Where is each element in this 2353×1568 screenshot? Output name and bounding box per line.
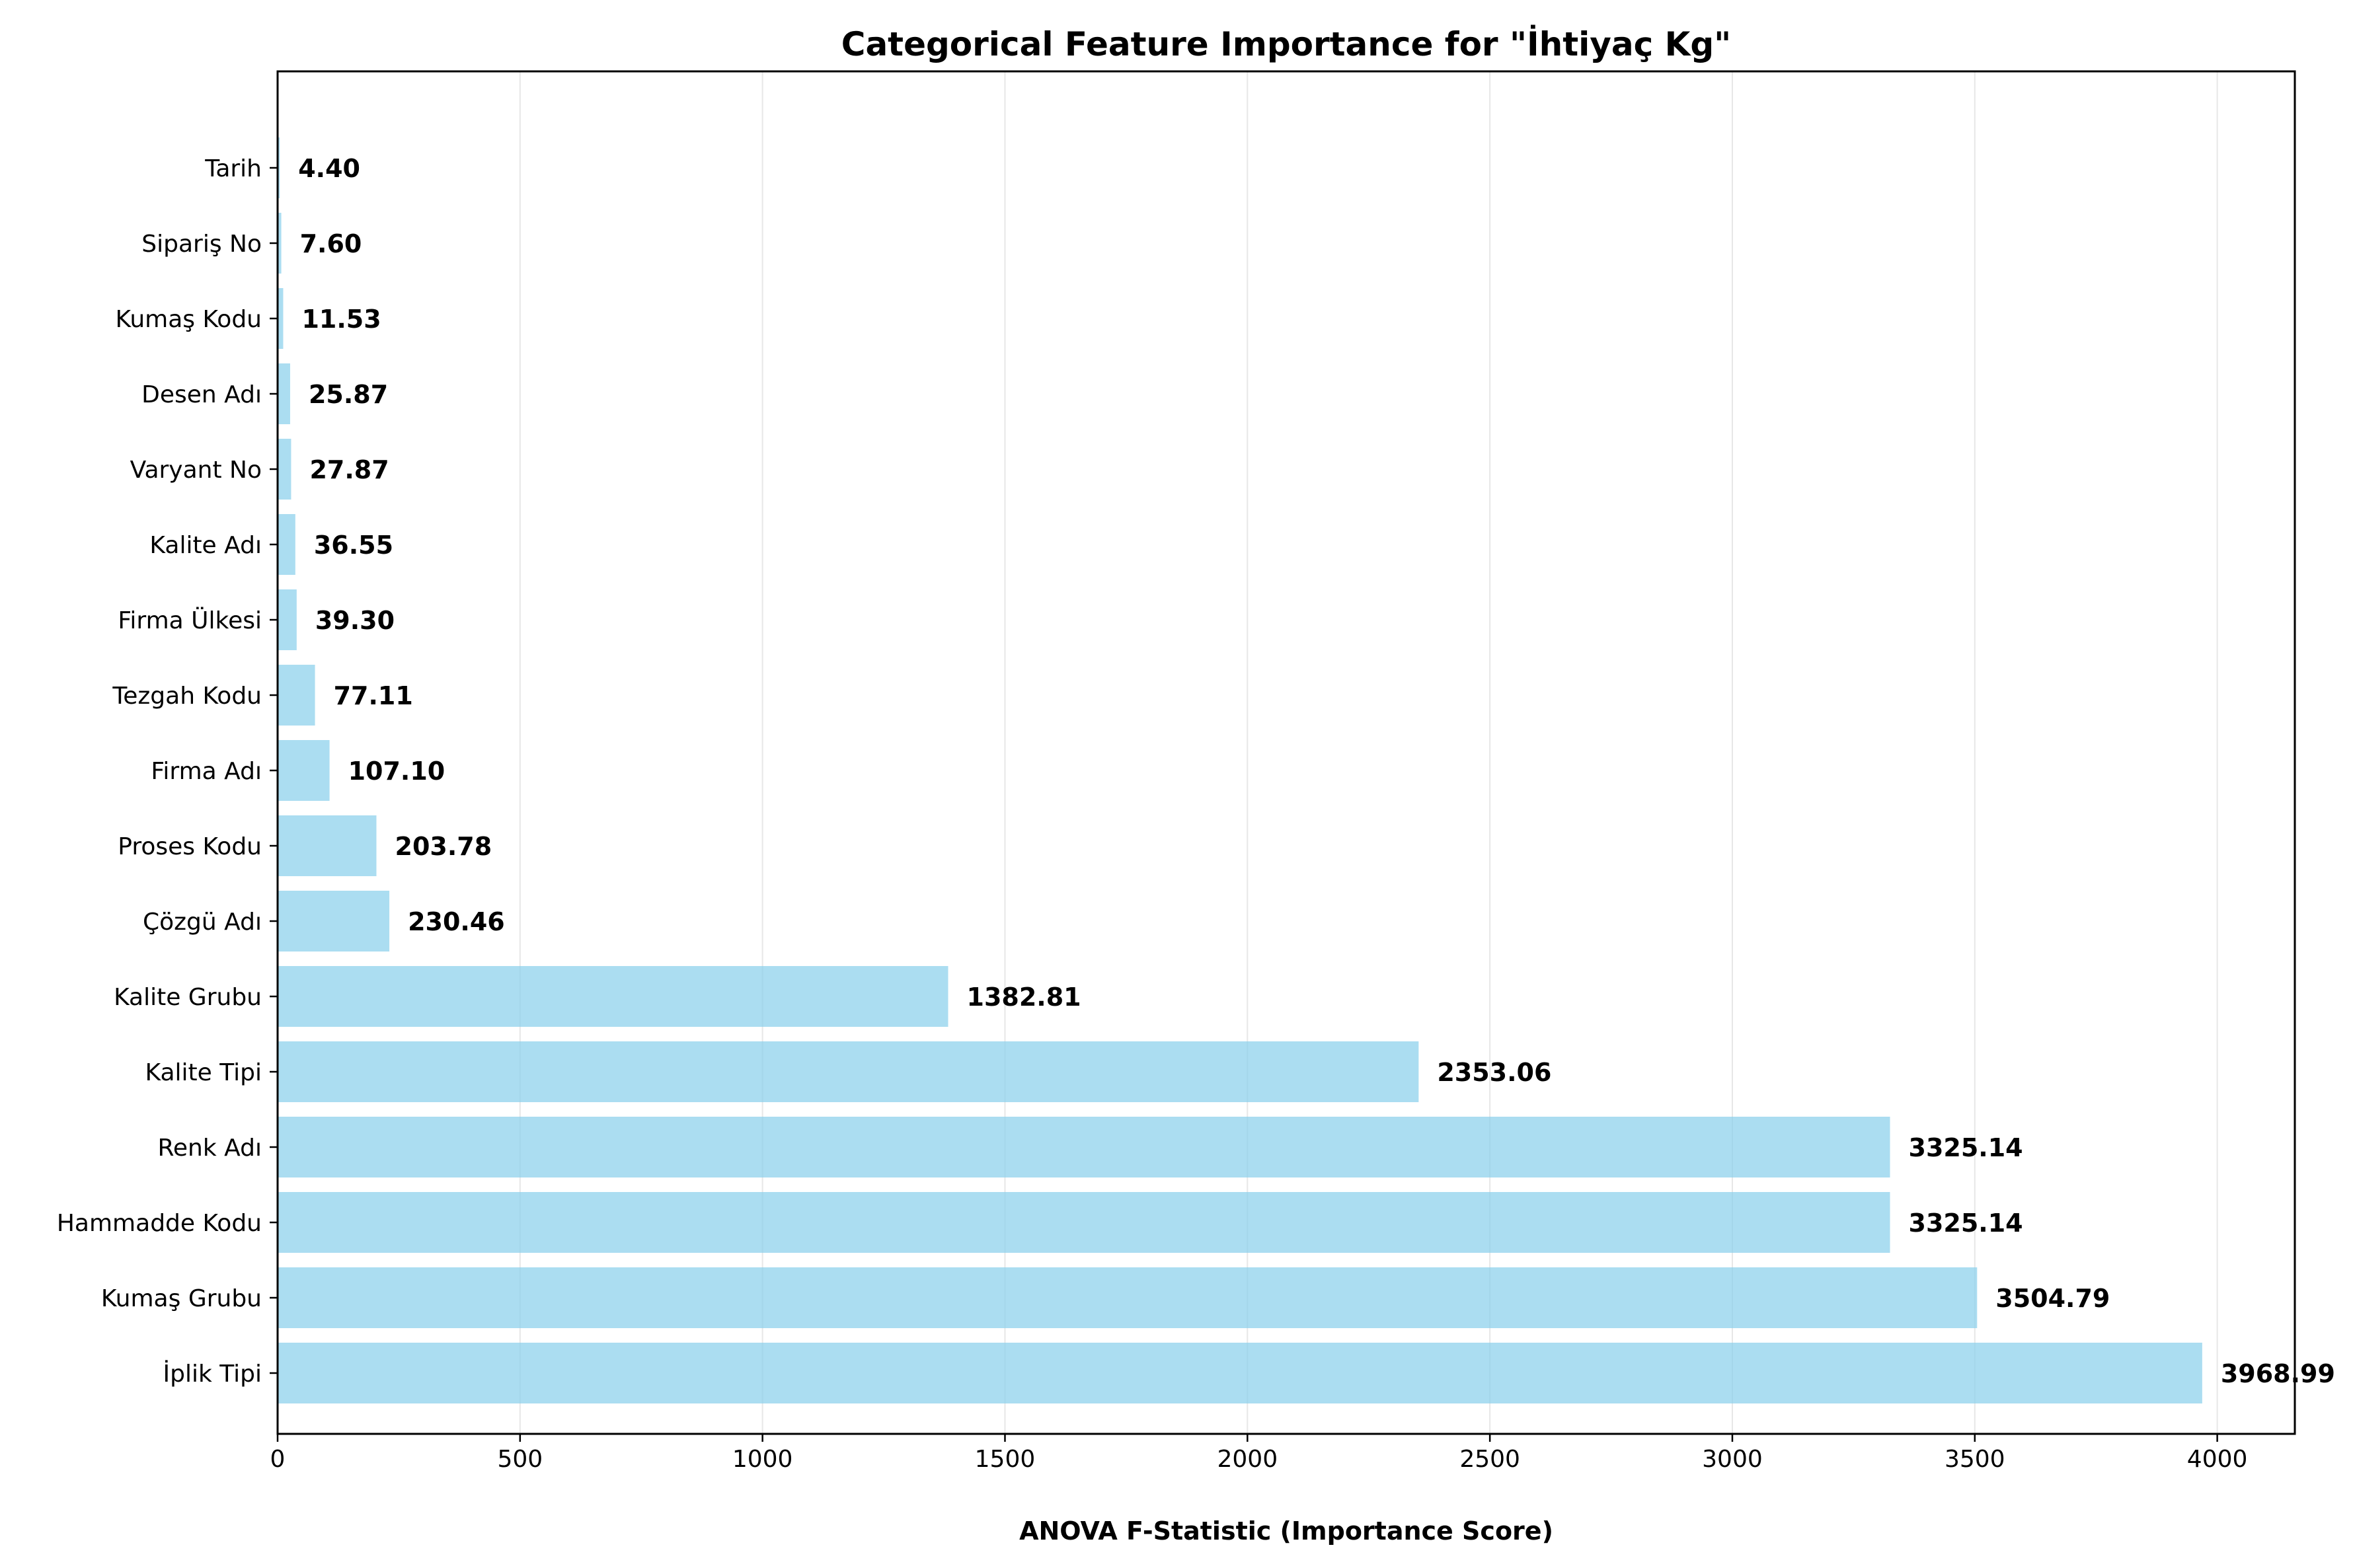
plot-frame	[276, 70, 2296, 1435]
bar	[278, 966, 948, 1027]
bars	[278, 137, 2202, 1403]
bar	[278, 288, 284, 349]
y-tick-label: Firma Adı	[151, 758, 262, 785]
value-label: 3325.14	[1909, 1209, 2023, 1238]
y-tick-label: Tarih	[204, 155, 262, 182]
bar	[278, 137, 280, 198]
x-axis-label: ANOVA F-Statistic (Importance Score)	[1019, 1516, 1553, 1546]
bar	[278, 1041, 1419, 1102]
y-tick-label: Kumaş Grubu	[101, 1285, 262, 1312]
y-tick-label: Hammadde Kodu	[57, 1210, 262, 1237]
value-label: 3325.14	[1909, 1133, 2023, 1162]
y-tick-label: Kalite Adı	[149, 532, 262, 559]
x-tick-label: 3000	[1702, 1446, 1763, 1473]
y-tick-label: Proses Kodu	[118, 833, 262, 860]
x-tick-label: 2000	[1217, 1446, 1278, 1473]
y-tick-label: Varyant No	[130, 457, 262, 484]
y-tick-label: Çözgü Adı	[143, 909, 262, 936]
y-tick-label: Sipariş No	[141, 231, 262, 258]
bar	[278, 1267, 1978, 1328]
bar	[278, 514, 295, 575]
value-label: 3968.99	[2221, 1359, 2335, 1388]
value-label: 11.53	[301, 305, 381, 334]
value-label: 36.55	[314, 531, 393, 560]
bar	[278, 891, 390, 952]
y-tick-label: Firma Ülkesi	[118, 607, 262, 634]
x-tick-label: 0	[270, 1446, 286, 1473]
x-axis-ticks: 0 500 1000 1500 2000 2500 3000 3500 4000	[270, 1434, 2248, 1473]
value-label: 107.10	[348, 757, 445, 786]
value-label: 25.87	[309, 380, 388, 409]
bar	[278, 1192, 1890, 1253]
x-tick-label: 500	[497, 1446, 543, 1473]
x-tick-label: 1500	[975, 1446, 1036, 1473]
y-tick-label: Renk Adı	[158, 1135, 262, 1162]
y-tick-label: Kalite Grubu	[114, 984, 262, 1011]
value-label: 7.60	[300, 229, 362, 258]
y-tick-label: İplik Tipi	[163, 1360, 262, 1388]
value-labels: 3968.99 3504.79 3325.14 3325.14 2353.06 1382.…	[298, 154, 2335, 1388]
value-label: 39.30	[315, 606, 395, 635]
value-label: 3504.79	[1995, 1284, 2110, 1313]
x-tick-label: 4000	[2187, 1446, 2248, 1473]
y-tick-label: Desen Adı	[141, 381, 262, 408]
bar	[278, 363, 290, 424]
value-label: 230.46	[408, 907, 505, 936]
y-axis-ticks: İplik Tipi Kumaş Grubu Hammadde Kodu Renk A…	[57, 155, 278, 1388]
bar	[278, 1343, 2202, 1403]
bar	[278, 815, 377, 876]
value-label: 203.78	[395, 832, 492, 861]
value-label: 1382.81	[967, 983, 1081, 1012]
x-tick-label: 2500	[1459, 1446, 1520, 1473]
value-label: 77.11	[334, 681, 413, 710]
bar	[278, 589, 297, 650]
value-label: 4.40	[298, 154, 360, 183]
y-tick-label: Kalite Tipi	[145, 1059, 262, 1086]
value-label: 2353.06	[1437, 1058, 1551, 1087]
bar	[278, 213, 282, 274]
value-label: 27.87	[309, 455, 389, 484]
bar	[278, 740, 330, 801]
bar	[278, 665, 315, 726]
bar	[278, 439, 291, 500]
x-tick-label: 1000	[732, 1446, 793, 1473]
bar	[278, 1117, 1890, 1177]
y-tick-label: Kumaş Kodu	[116, 306, 262, 333]
y-tick-label: Tezgah Kodu	[112, 683, 262, 710]
x-tick-label: 3500	[1945, 1446, 2005, 1473]
chart-title: Categorical Feature Importance for "İhti…	[841, 25, 1731, 63]
